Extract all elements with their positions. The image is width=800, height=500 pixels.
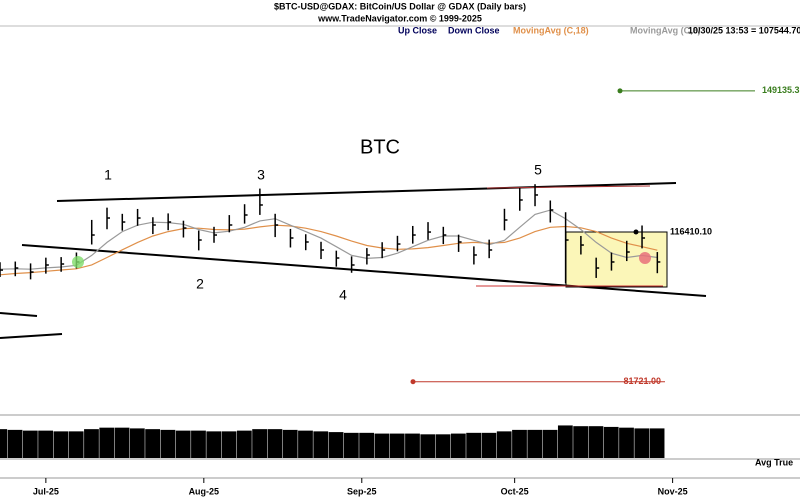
x-tick-label: Aug-25 (189, 486, 220, 496)
annotation: 4 (339, 287, 347, 303)
indicator-bar (374, 433, 390, 458)
indicator-bar (359, 432, 375, 458)
indicator-bar (328, 432, 344, 458)
indicator-bar (221, 431, 237, 458)
trendline (0, 312, 38, 317)
indicator-label: Avg True (755, 457, 793, 467)
indicator-bar (298, 430, 313, 458)
indicator-bar (236, 430, 252, 458)
indicator-bar (603, 426, 619, 458)
price-level-label: 149135.3 (762, 85, 800, 95)
signal-marker (633, 229, 639, 235)
annotation: 1 (104, 167, 112, 183)
indicator-bar (389, 433, 405, 458)
indicator-bar (68, 431, 84, 458)
quote: 10/30/25 13:53 = 107544.70 (688, 25, 800, 35)
trendline (21, 244, 707, 297)
indicator-bar (53, 431, 69, 458)
indicator-bar (343, 432, 359, 458)
indicator-bar (466, 432, 482, 458)
x-tick-label: Oct-25 (501, 486, 529, 496)
moving-average-line (0, 224, 658, 276)
indicator-bar (175, 430, 191, 458)
indicator-bar (145, 429, 161, 458)
indicator-bar (450, 433, 466, 458)
indicator-bar (481, 432, 497, 458)
indicator-bar (557, 425, 573, 458)
annotation: 3 (257, 167, 265, 183)
indicator-bar (619, 427, 634, 458)
indicator-bar (527, 429, 543, 458)
indicator-bar (267, 429, 283, 458)
indicator-bar (634, 428, 650, 458)
indicator-bar (313, 431, 329, 458)
plot: Up Close Down Close MovingAvg (C,18) Moving… (0, 25, 800, 496)
annotation: BTC (360, 136, 400, 158)
x-tick-label: Jul-25 (33, 486, 59, 496)
price-level-dot (617, 88, 623, 94)
legend-entry: MovingAvg (C,18) (513, 25, 589, 35)
trendline (56, 182, 677, 202)
price-level-dot (410, 379, 416, 385)
indicator-bar (435, 434, 451, 458)
trendline (0, 333, 63, 339)
trendline (486, 185, 651, 189)
indicator-bar (129, 428, 145, 458)
indicator-bar (282, 429, 298, 458)
indicator-bar (542, 429, 558, 458)
legend-entry: MovingAvg (C,8) (630, 25, 701, 35)
indicator-bar (496, 431, 512, 458)
indicator-bar (588, 426, 604, 458)
indicator-bar (252, 429, 268, 458)
x-tick-label: Sep-25 (347, 486, 377, 496)
price-level-label: 116410.10 (670, 226, 712, 236)
chart-subtitle: www.TradeNavigator.com © 1999-2025 (317, 13, 482, 23)
legend-entry: Down Close (448, 25, 500, 35)
indicator-bar (649, 428, 665, 458)
annotation: 2 (196, 276, 204, 292)
indicator-bar (405, 433, 420, 458)
indicator-bar (99, 427, 115, 458)
x-tick-label: Nov-25 (658, 486, 688, 496)
indicator-bar (160, 429, 176, 458)
annotation: 5 (534, 162, 542, 178)
signal-marker (639, 252, 651, 264)
indicator-bar (38, 430, 54, 458)
indicator-bar (84, 429, 99, 458)
indicator-bar (206, 431, 222, 458)
indicator-bar (22, 430, 38, 458)
moving-average-line (0, 209, 658, 270)
indicator-bar (0, 429, 8, 458)
indicator-bar (573, 426, 589, 458)
indicator-bar (512, 429, 527, 458)
indicator-bar (191, 430, 206, 458)
legend-entry: Up Close (398, 25, 437, 35)
indicator-bar (114, 427, 130, 458)
price-level-label: 81721.00 (623, 376, 661, 386)
chart-title: $BTC-USD@GDAX: BitCoin/US Dollar @ GDAX … (274, 1, 526, 11)
indicator-bar (7, 429, 23, 458)
indicator-bar (420, 434, 436, 458)
signal-marker (72, 256, 84, 268)
